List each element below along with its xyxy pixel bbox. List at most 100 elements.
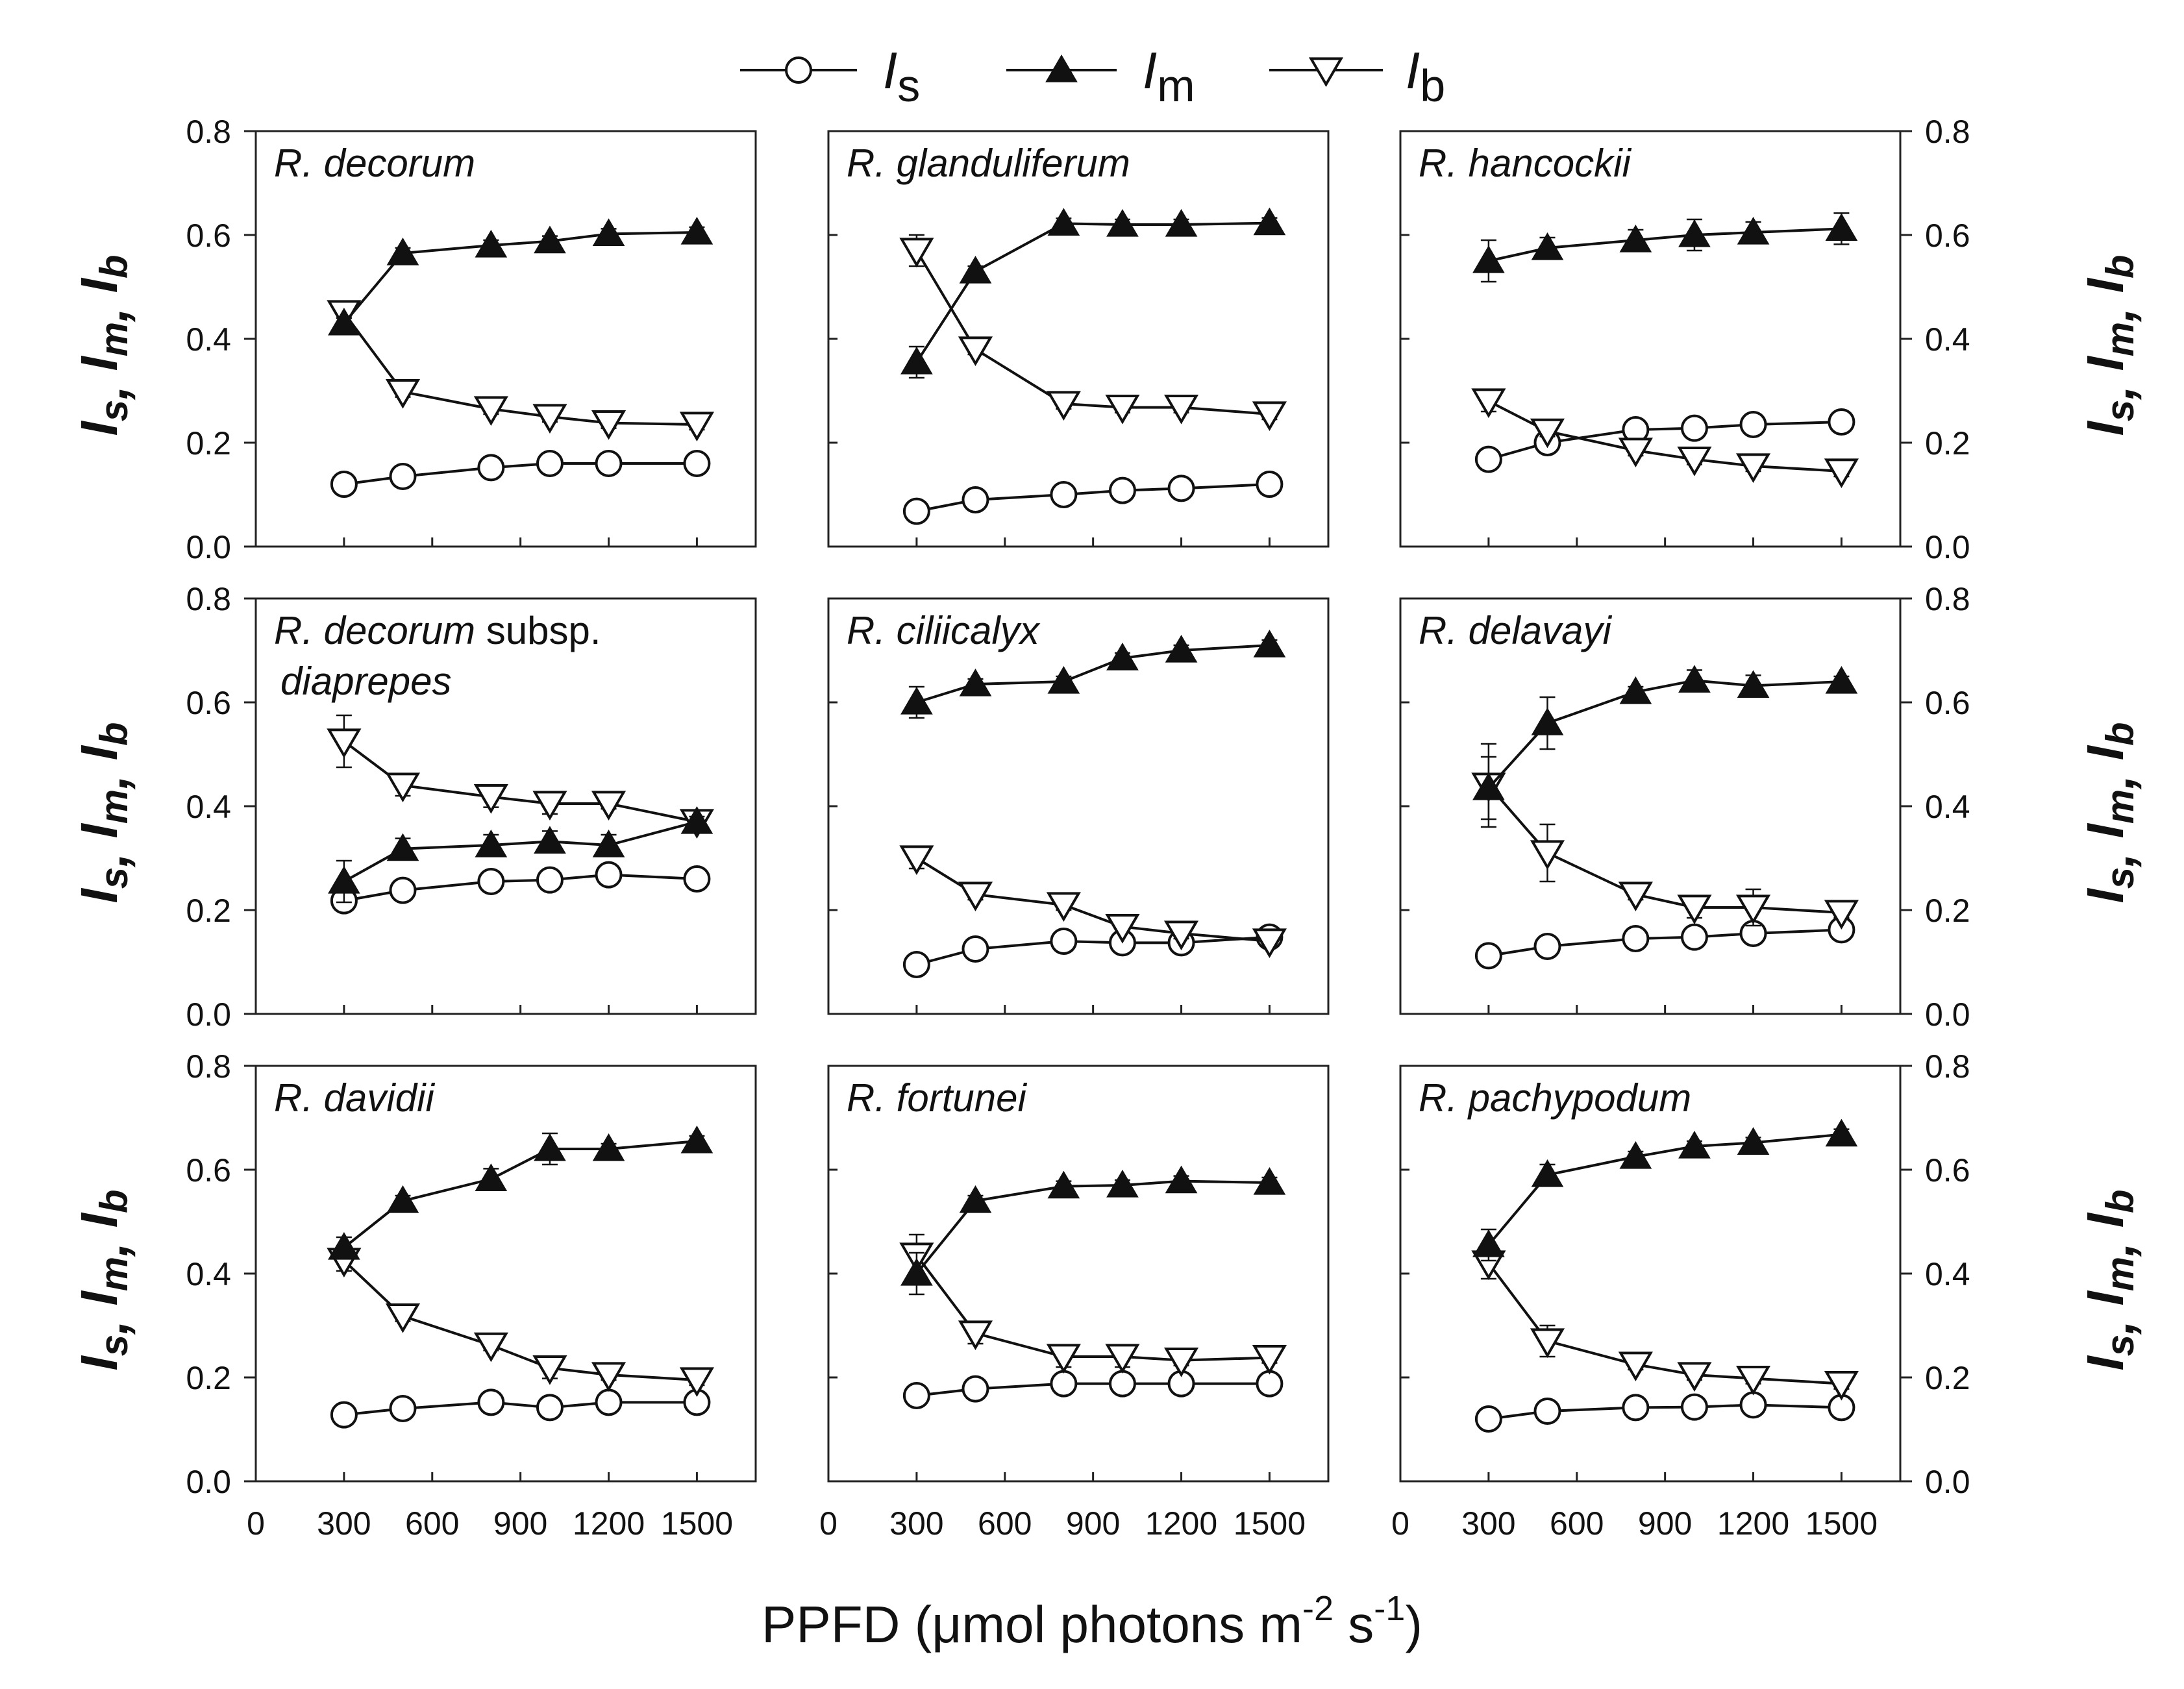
ylabel-sub: m xyxy=(92,322,136,356)
data-point xyxy=(386,1185,419,1213)
series-is xyxy=(330,1388,711,1429)
data-point xyxy=(475,230,508,258)
y-tick-label-right: 0.6 xyxy=(1925,685,1970,721)
panel-frame xyxy=(827,1065,1330,1483)
data-point xyxy=(1050,1370,1078,1398)
data-point xyxy=(328,866,360,894)
x-tick-label: 900 xyxy=(1066,1505,1120,1542)
panel-title-name: R. ciliicalyx xyxy=(847,609,1041,652)
data-point xyxy=(962,935,989,963)
data-point xyxy=(1677,894,1712,924)
data-point xyxy=(1165,209,1198,237)
data-point xyxy=(1618,881,1653,911)
panel-title: R. delavayi xyxy=(1419,609,1612,652)
data-point xyxy=(1619,676,1652,704)
x-tick-label: 600 xyxy=(405,1505,459,1542)
data-point xyxy=(1106,1170,1139,1198)
data-point xyxy=(1253,1167,1286,1195)
ylabel-sep: , xyxy=(81,760,138,789)
data-point xyxy=(328,1232,360,1260)
ylabel-base: I xyxy=(2076,1290,2134,1305)
data-point xyxy=(330,471,358,498)
ylabel-sep: , xyxy=(2087,1227,2144,1257)
data-point xyxy=(536,866,564,894)
data-point xyxy=(1253,630,1286,658)
ylabel-sep: , xyxy=(2087,838,2144,867)
y-axis-label-right-3: Is, Im, Ib xyxy=(2076,1190,2144,1371)
data-point xyxy=(1167,475,1195,502)
data-point xyxy=(1046,892,1081,922)
y-tick-label-right: 0.6 xyxy=(1925,217,1970,254)
ylabel-sep: , xyxy=(81,371,138,400)
data-point xyxy=(1474,445,1502,473)
legend-label: Ib xyxy=(1406,42,1445,111)
y-tick-label: 0.4 xyxy=(186,321,231,358)
panel-title: R. glanduliferum xyxy=(847,142,1130,185)
panel-frame xyxy=(1399,597,1902,1015)
data-point xyxy=(1735,1366,1771,1396)
legend-label-sub: b xyxy=(1420,60,1445,111)
y-tick-label-right: 0.2 xyxy=(1925,1360,1970,1396)
panel-3: 0.0 0.2 0.4 0.6 0.8 R. hancockii xyxy=(1399,114,1970,565)
data-point xyxy=(1105,1344,1140,1374)
ylabel-base: I xyxy=(2076,421,2134,436)
ylabel-base: I xyxy=(70,1290,128,1305)
y-axis-label-left-2: Is, Im, Ib xyxy=(70,722,138,904)
data-point xyxy=(475,1163,508,1191)
ylabel-sub: s xyxy=(2098,867,2142,889)
ylabel-sub: s xyxy=(2098,400,2142,421)
data-point xyxy=(1046,1344,1081,1374)
ylabel-sub: s xyxy=(2098,1335,2142,1356)
data-point xyxy=(389,1395,417,1422)
y-tick-label: 0.2 xyxy=(186,1360,231,1396)
y-tick-label: 0.6 xyxy=(186,1152,231,1189)
data-point xyxy=(679,412,714,441)
data-point xyxy=(385,772,421,802)
y-tick-label: 0.8 xyxy=(186,1048,231,1085)
data-point xyxy=(683,865,711,893)
data-point xyxy=(1105,914,1140,944)
x-axis-label: PPFD (μmol photons m-2 s-1) xyxy=(762,1589,1422,1653)
panel-2: R. glanduliferum xyxy=(827,130,1330,548)
panel-7: 0 300 600 900 1200 1500 0.0 0.2 0.4 0.6 0.8 R. davi… xyxy=(186,1048,757,1542)
data-point xyxy=(330,1401,358,1429)
data-point xyxy=(1530,418,1565,449)
ylabel-base: I xyxy=(70,745,128,760)
ylabel-base: I xyxy=(70,1355,128,1371)
data-point xyxy=(899,238,934,267)
ylabel-base: I xyxy=(2076,355,2134,371)
legend-label-base: I xyxy=(1406,42,1420,99)
data-point xyxy=(534,225,566,254)
ylabel-sep: , xyxy=(81,1227,138,1257)
ylabel-base: I xyxy=(2076,745,2134,760)
panel-6: 0.0 0.2 0.4 0.6 0.8 R. delavayi xyxy=(1399,581,1970,1033)
data-point xyxy=(900,1258,933,1286)
data-point xyxy=(1680,923,1708,951)
data-point xyxy=(534,1133,566,1161)
data-point xyxy=(959,669,992,697)
ylabel-sub: b xyxy=(92,1190,136,1214)
data-point xyxy=(958,881,993,911)
data-point xyxy=(1108,1370,1136,1398)
panel-frame xyxy=(254,1065,757,1483)
series-im xyxy=(1472,665,1858,820)
y-tick-label-right: 0.4 xyxy=(1925,789,1970,825)
y-tick-label-right: 0.2 xyxy=(1925,425,1970,462)
legend-label-sub: s xyxy=(897,60,920,111)
data-point xyxy=(962,486,989,513)
xlabel-sup1: -2 xyxy=(1302,1589,1334,1628)
y-tick-label-right: 0.4 xyxy=(1925,1256,1970,1292)
legend-marker xyxy=(785,56,812,84)
ylabel-sub: b xyxy=(2098,255,2142,279)
data-point xyxy=(1618,438,1653,467)
panel-title-name: R. hancockii xyxy=(1419,142,1632,185)
data-point xyxy=(1047,208,1080,236)
data-point xyxy=(1252,928,1287,958)
panel-title-suffix: subsp. xyxy=(475,609,601,652)
y-tick-label: 0.8 xyxy=(186,114,231,150)
data-point xyxy=(591,410,627,440)
data-point xyxy=(1165,1165,1198,1194)
data-point xyxy=(1108,476,1136,504)
ylabel-sep: , xyxy=(2087,1305,2144,1335)
